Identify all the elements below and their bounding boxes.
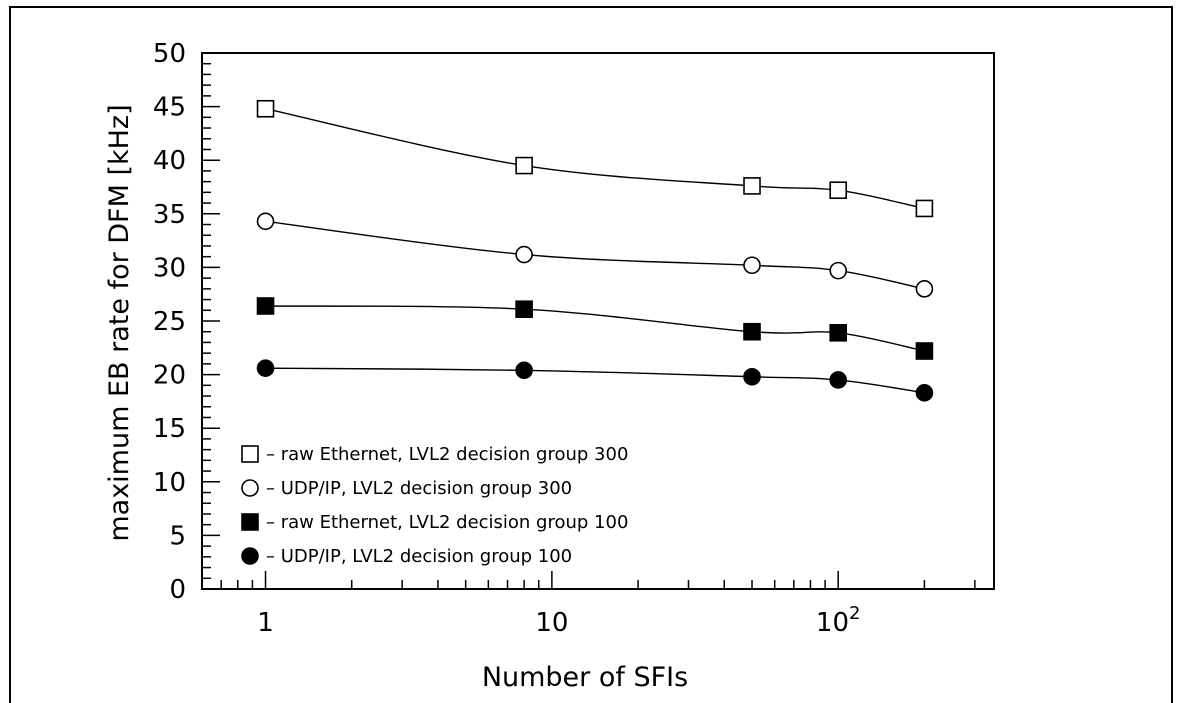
- x-tick-label: 10: [535, 608, 568, 638]
- series-lines: [265, 108, 925, 394]
- data-point: [256, 297, 275, 315]
- data-point: [256, 359, 275, 377]
- data-point: [743, 256, 761, 275]
- data-point: [515, 361, 533, 380]
- data-point: [515, 245, 533, 264]
- data-point: [829, 323, 848, 342]
- x-axis-label: Number of SFIs: [482, 662, 688, 693]
- data-point: [915, 342, 934, 360]
- legend-entry: – raw Ethernet, LVL2 decision group 100: [266, 512, 628, 533]
- series-line-2: [265, 220, 925, 290]
- data-point: [829, 371, 848, 389]
- data-point: [515, 300, 533, 319]
- data-point: [743, 322, 761, 341]
- plot-area-frame: [201, 52, 995, 590]
- y-tick-label: 35: [153, 200, 186, 230]
- y-axis-label: maximum EB rate for DFM [kHz]: [104, 104, 135, 541]
- legend: – raw Ethernet, LVL2 decision group 300 –…: [241, 444, 628, 567]
- figure-frame: [9, 6, 1173, 703]
- axes: 0 5 10 15 20 25 30 35 40 45 50 1 10 102: [153, 39, 995, 638]
- series-line-4: [265, 367, 925, 394]
- data-point: [515, 156, 533, 175]
- series-line-3: [265, 305, 925, 352]
- y-tick-label: 45: [153, 93, 186, 123]
- series-line-1: [265, 108, 925, 210]
- data-point: [915, 199, 934, 218]
- series-markers: [256, 99, 934, 402]
- data-point: [915, 280, 934, 298]
- data-point: [256, 99, 275, 118]
- legend-marker: [241, 547, 259, 565]
- legend-entry: – UDP/IP, LVL2 decision group 300: [266, 478, 572, 499]
- y-tick-label: 0: [169, 575, 186, 605]
- y-tick-label: 20: [153, 361, 186, 391]
- y-tick-label: 40: [153, 146, 186, 176]
- legend-entry: – UDP/IP, LVL2 decision group 100: [266, 546, 572, 567]
- legend-marker: [241, 513, 259, 531]
- legend-marker: [241, 445, 259, 463]
- x-tick-label: 1: [257, 608, 274, 638]
- data-point: [743, 367, 761, 386]
- y-tick-label: 5: [169, 521, 186, 551]
- data-point: [256, 212, 275, 231]
- y-tick-label: 25: [153, 307, 186, 337]
- data-point: [829, 181, 848, 200]
- legend-marker: [241, 479, 259, 497]
- legend-entry: – raw Ethernet, LVL2 decision group 300: [266, 444, 628, 465]
- y-tick-label: 50: [153, 39, 186, 69]
- x-tick-label: 102: [816, 603, 861, 638]
- data-point: [829, 261, 848, 280]
- y-tick-label: 10: [153, 468, 186, 498]
- data-point: [743, 177, 761, 195]
- y-tick-label: 30: [153, 253, 186, 283]
- y-tick-label: 15: [153, 414, 186, 444]
- data-point: [915, 384, 934, 402]
